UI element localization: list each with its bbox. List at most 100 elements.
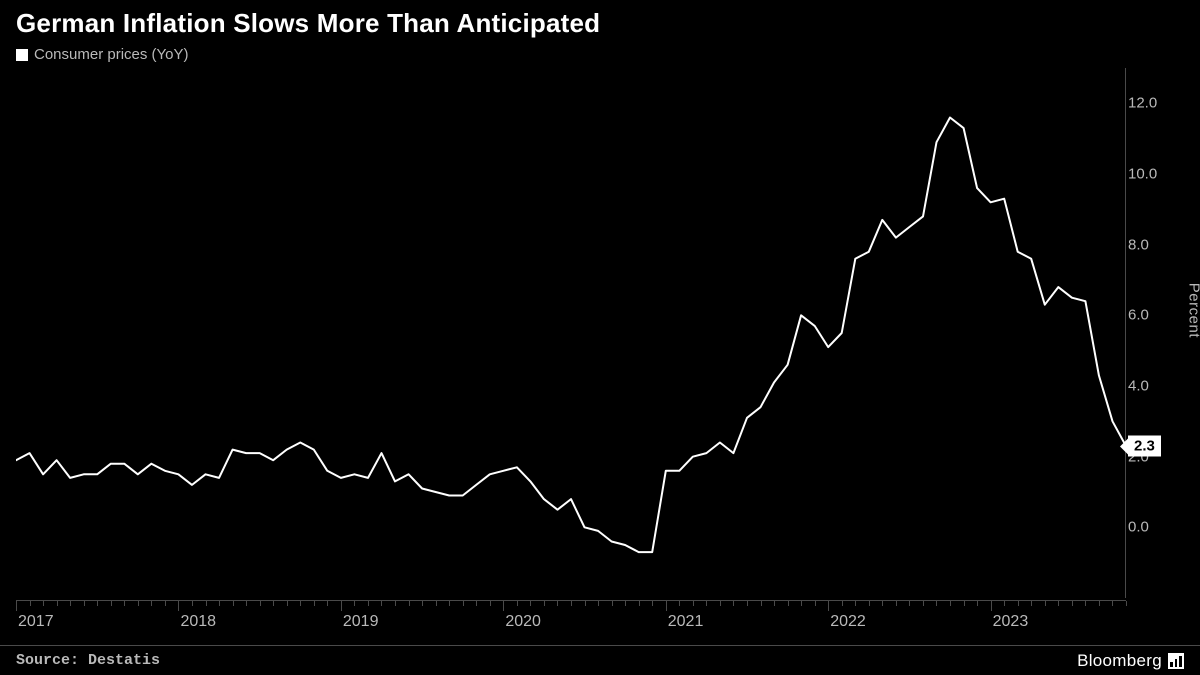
y-tick-label: 4.0 (1128, 378, 1172, 395)
x-minor-tick (30, 601, 31, 606)
x-minor-tick (639, 601, 640, 606)
x-minor-tick (964, 601, 965, 606)
brand-logo-icon (1168, 653, 1184, 669)
x-tick-label: 2019 (343, 613, 379, 631)
x-minor-tick (43, 601, 44, 606)
x-minor-tick (909, 601, 910, 606)
x-minor-tick (1072, 601, 1073, 606)
x-minor-tick (57, 601, 58, 606)
x-tick-line (16, 601, 17, 611)
x-minor-tick (368, 601, 369, 606)
x-minor-tick (476, 601, 477, 606)
x-minor-tick (490, 601, 491, 606)
x-minor-tick (585, 601, 586, 606)
x-minor-tick (544, 601, 545, 606)
x-minor-tick (463, 601, 464, 606)
x-tick-label: 2023 (993, 613, 1029, 631)
x-tick-label: 2017 (18, 613, 54, 631)
x-minor-tick (747, 601, 748, 606)
x-minor-tick (246, 601, 247, 606)
chart-container: German Inflation Slows More Than Anticip… (0, 0, 1200, 675)
x-minor-tick (165, 601, 166, 606)
x-minor-tick (693, 601, 694, 606)
x-minor-tick (869, 601, 870, 606)
x-tick-label: 2018 (180, 613, 216, 631)
x-minor-tick (219, 601, 220, 606)
y-tick-label: 6.0 (1128, 307, 1172, 324)
x-minor-tick (192, 601, 193, 606)
x-minor-tick (733, 601, 734, 606)
x-minor-tick (395, 601, 396, 606)
x-minor-tick (314, 601, 315, 606)
x-minor-tick (1058, 601, 1059, 606)
x-minor-tick (138, 601, 139, 606)
x-minor-tick (1099, 601, 1100, 606)
x-tick-line (828, 601, 829, 611)
x-minor-tick (557, 601, 558, 606)
x-tick-line (178, 601, 179, 611)
x-minor-tick (287, 601, 288, 606)
x-minor-tick (801, 601, 802, 606)
x-minor-tick (1112, 601, 1113, 606)
x-minor-tick (720, 601, 721, 606)
x-tick-line (666, 601, 667, 611)
x-tick-label: 2020 (505, 613, 541, 631)
x-minor-tick (977, 601, 978, 606)
x-minor-tick (1004, 601, 1005, 606)
plot-area (16, 68, 1126, 598)
x-tick-line (991, 601, 992, 611)
last-value-badge: 2.3 (1128, 436, 1161, 457)
x-minor-tick (1045, 601, 1046, 606)
x-minor-tick (449, 601, 450, 606)
x-minor-tick (761, 601, 762, 606)
brand-label: Bloomberg (1077, 651, 1162, 671)
chart-title: German Inflation Slows More Than Anticip… (16, 8, 600, 39)
x-tick-label: 2021 (668, 613, 704, 631)
x-minor-tick (233, 601, 234, 606)
legend-swatch (16, 49, 28, 61)
y-tick-label: 10.0 (1128, 166, 1172, 183)
x-minor-tick (896, 601, 897, 606)
x-tick-line (503, 601, 504, 611)
x-minor-tick (354, 601, 355, 606)
x-minor-tick (936, 601, 937, 606)
x-tick-label: 2022 (830, 613, 866, 631)
x-minor-tick (1126, 601, 1127, 606)
x-minor-tick (273, 601, 274, 606)
x-minor-tick (517, 601, 518, 606)
x-minor-tick (679, 601, 680, 606)
brand: Bloomberg (1077, 651, 1184, 671)
x-minor-tick (1031, 601, 1032, 606)
x-minor-tick (206, 601, 207, 606)
x-minor-tick (327, 601, 328, 606)
x-minor-tick (422, 601, 423, 606)
x-minor-tick (124, 601, 125, 606)
x-minor-tick (625, 601, 626, 606)
x-minor-tick (855, 601, 856, 606)
x-minor-tick (788, 601, 789, 606)
legend: Consumer prices (YoY) (16, 46, 189, 63)
x-minor-tick (151, 601, 152, 606)
plot-svg (16, 68, 1126, 598)
legend-label: Consumer prices (YoY) (34, 46, 189, 63)
y-tick-label: 0.0 (1128, 519, 1172, 536)
x-minor-tick (84, 601, 85, 606)
footer: Source: Destatis Bloomberg (0, 645, 1200, 675)
x-minor-tick (598, 601, 599, 606)
x-minor-tick (381, 601, 382, 606)
x-minor-tick (70, 601, 71, 606)
y-axis-label: Percent (1186, 282, 1200, 337)
x-minor-tick (436, 601, 437, 606)
x-minor-tick (1085, 601, 1086, 606)
x-minor-tick (652, 601, 653, 606)
x-minor-tick (1018, 601, 1019, 606)
x-minor-tick (111, 601, 112, 606)
source-text: Source: Destatis (16, 652, 160, 669)
y-tick-label: 12.0 (1128, 95, 1172, 112)
x-minor-tick (530, 601, 531, 606)
x-axis: 2017 2018 2019 2020 2021 2022 2023 (16, 600, 1126, 636)
y-tick-label: 8.0 (1128, 236, 1172, 253)
y-axis: 0.02.04.06.08.010.012.02.3 (1128, 68, 1172, 598)
x-minor-tick (882, 601, 883, 606)
x-minor-tick (571, 601, 572, 606)
